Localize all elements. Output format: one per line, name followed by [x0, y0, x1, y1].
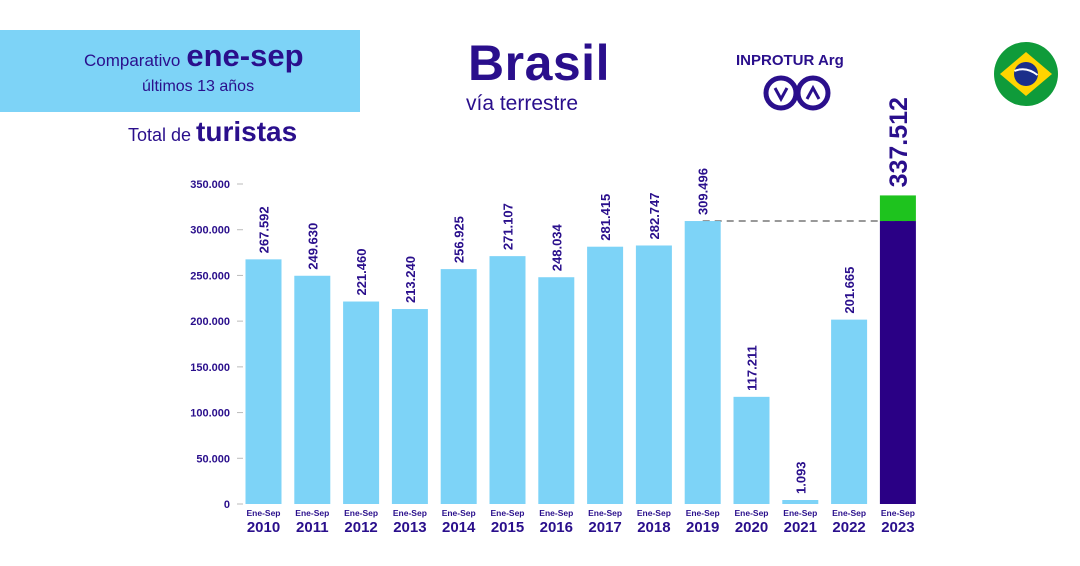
x-tick-prefix: Ene-Sep: [442, 508, 476, 518]
x-tick-label: 2010: [247, 519, 280, 536]
logo-text: INPROTUR Arg: [736, 52, 844, 69]
data-label: 309.496: [696, 168, 711, 215]
data-label: 281.415: [598, 194, 613, 241]
x-tick-prefix: Ene-Sep: [344, 508, 378, 518]
x-tick-label: 2018: [637, 519, 670, 536]
bar: [879, 221, 916, 504]
x-tick-prefix: Ene-Sep: [686, 508, 720, 518]
bar: [245, 259, 282, 504]
data-label: 271.107: [501, 203, 516, 250]
data-label: 282.747: [647, 192, 662, 239]
banner-prefix: Comparativo: [84, 51, 181, 70]
bar: [391, 309, 428, 504]
data-label: 248.034: [549, 223, 564, 271]
y-tick-label: 50.000: [196, 453, 230, 465]
x-tick-label: 2021: [784, 519, 817, 536]
y-tick-label: 0: [224, 499, 230, 511]
bar-increase: [879, 195, 916, 222]
header-banner: Comparativo ene-sep últimos 13 años: [0, 30, 360, 112]
y-tick-label: 250.000: [190, 270, 230, 282]
total-big: turistas: [196, 116, 298, 147]
x-tick-label: 2011: [296, 519, 329, 536]
bar: [831, 319, 868, 504]
bar: [440, 269, 477, 504]
data-label: 213.240: [403, 256, 418, 303]
bar: [538, 277, 575, 504]
data-label: 201.665: [842, 267, 857, 314]
bar: [733, 396, 770, 504]
bar: [635, 245, 672, 504]
y-tick-label: 200.000: [190, 316, 230, 328]
chart-ylabel: Total de turistas: [128, 116, 297, 148]
y-tick-label: 150.000: [190, 362, 230, 374]
x-tick-prefix: Ene-Sep: [490, 508, 524, 518]
x-tick-prefix: Ene-Sep: [832, 508, 866, 518]
data-label: 221.460: [354, 249, 369, 296]
x-tick-prefix: Ene-Sep: [734, 508, 768, 518]
data-label: 337.512: [885, 97, 913, 187]
x-tick-label: 2016: [540, 519, 573, 536]
total-prefix: Total de: [128, 125, 192, 145]
data-label: 267.592: [257, 206, 272, 253]
x-tick-label: 2014: [442, 519, 476, 536]
x-tick-label: 2019: [686, 519, 719, 536]
data-label: 249.630: [305, 223, 320, 270]
x-tick-prefix: Ene-Sep: [393, 508, 427, 518]
bar: [587, 246, 624, 504]
bar: [489, 256, 526, 504]
y-tick-label: 300.000: [190, 225, 230, 237]
x-tick-prefix: Ene-Sep: [539, 508, 573, 518]
x-tick-prefix: Ene-Sep: [295, 508, 329, 518]
x-tick-label: 2022: [832, 519, 865, 536]
x-tick-label: 2020: [735, 519, 768, 536]
data-label: 1.093: [793, 461, 808, 494]
x-tick-prefix: Ene-Sep: [881, 508, 915, 518]
y-tick-label: 350.000: [190, 179, 230, 191]
x-tick-label: 2023: [881, 519, 914, 536]
logo-mark-icon: [763, 75, 831, 111]
x-tick-label: 2017: [588, 519, 621, 536]
x-tick-prefix: Ene-Sep: [246, 508, 280, 518]
bar: [294, 275, 331, 504]
data-label: 117.211: [745, 345, 760, 391]
bar: [684, 221, 721, 504]
inprotur-logo: INPROTUR Arg: [736, 52, 856, 112]
x-tick-prefix: Ene-Sep: [783, 508, 817, 518]
bar: [343, 301, 380, 504]
page-title: Brasil: [468, 35, 610, 91]
x-tick-label: 2015: [491, 519, 524, 536]
bar: [782, 500, 819, 504]
x-tick-label: 2012: [344, 519, 377, 536]
x-tick-label: 2013: [393, 519, 426, 536]
page-subtitle: vía terrestre: [466, 92, 579, 115]
banner-period: ene-sep: [186, 38, 304, 73]
x-tick-prefix: Ene-Sep: [637, 508, 671, 518]
data-label: 256.925: [452, 216, 467, 263]
x-tick-prefix: Ene-Sep: [588, 508, 622, 518]
banner-subheading: últimos 13 años: [142, 78, 255, 95]
brazil-flag-icon: [994, 42, 1058, 106]
y-tick-label: 100.000: [190, 408, 230, 420]
banner-heading: Comparativo ene-sep: [84, 38, 304, 74]
